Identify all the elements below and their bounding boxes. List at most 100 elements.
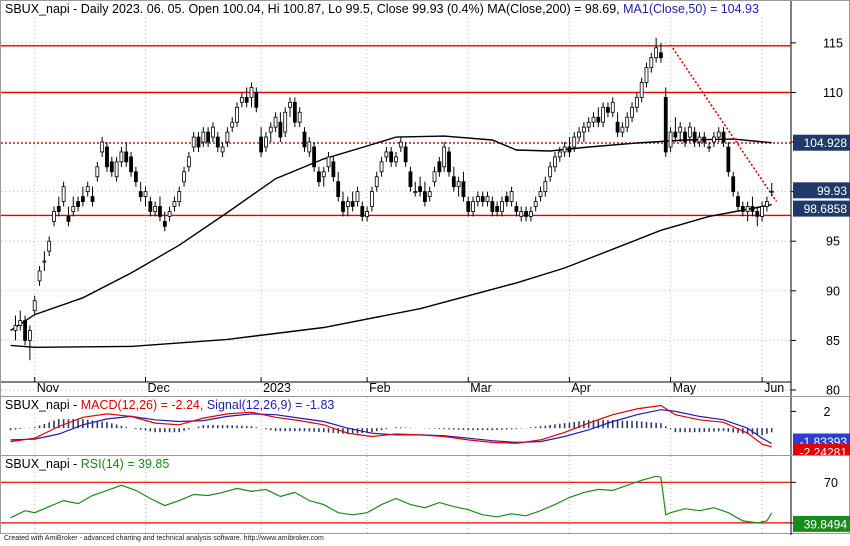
x-tick-label-jun: Jun [764,381,784,395]
candle-down [317,171,321,183]
candle-down [721,131,726,143]
candle-down [278,121,283,138]
candle-up [264,136,268,148]
candle-up [678,126,683,133]
candle-up [456,181,461,188]
rsi-line [10,475,773,524]
price-tag: 99.93 [817,184,847,198]
candle-down [567,146,572,153]
candle-up [297,111,302,123]
candle-down [196,136,201,148]
rsi-value-tag: 39.8494 [804,517,848,531]
candle-up [365,211,369,217]
candle-up [71,206,76,212]
candle-down [302,131,307,148]
macd-chart[interactable]: 2-1.83393-2.24281 [1,397,850,457]
y-tick-label: 115 [823,36,843,50]
candle-up [95,166,100,178]
candle-down [254,92,259,108]
candle-up [509,191,514,202]
candle-down [740,206,745,212]
candle-down [66,216,71,222]
candle-down [769,190,774,193]
candle-up [562,146,567,153]
macd-title-prefix: SBUX_napi - [5,398,81,412]
candle-up [538,191,543,197]
candle-up [601,106,606,123]
rsi-pane: SBUX_napi - RSI(14) = 39.85 307039.8494 [0,455,850,535]
rsi-pane-title: SBUX_napi - RSI(14) = 39.85 [5,457,169,471]
candle-down [750,206,755,212]
candle-up [225,131,230,143]
candle-up [384,151,389,158]
candle-up [639,82,644,98]
rsi-chart[interactable]: 307039.8494 [1,456,850,535]
price-tag-box [793,200,850,217]
candle-up [630,106,634,118]
candle-down [162,220,167,227]
rsi-value-tag-box [793,515,850,532]
candle-up [100,141,105,153]
candle-up [586,121,591,128]
candle-down [389,151,394,163]
candle-up [668,131,673,148]
candle-down [663,96,668,153]
candle-up [370,191,374,207]
rsi-y-tick-label: 70 [824,476,838,490]
candle-down [524,211,528,217]
candle-up [760,206,764,217]
candle-up [620,126,625,133]
candle-down [437,161,442,173]
price-tag: 98.6858 [804,202,848,216]
candle-up [427,191,432,197]
candle-down [312,146,317,168]
price-chart[interactable]: NovDec2023FebMarAprMayJun808590951001051… [1,1,850,398]
candle-up [143,191,148,197]
macd-line [10,404,772,448]
candle-up [475,196,480,202]
y-tick-label: 80 [826,384,840,398]
candle-up [553,156,557,168]
y-tick-label: 85 [826,334,840,348]
candle-up [398,141,403,148]
macd-value-tag: -2.24281 [800,445,848,457]
candle-down [726,146,731,173]
candle-up [687,126,692,138]
candle-up [172,201,177,207]
candle-down [215,136,220,148]
candle-down [490,201,495,212]
candle-up [288,101,292,108]
y-tick-label: 110 [823,86,843,100]
candle-down [331,161,336,178]
candle-up [220,146,225,153]
candle-down [692,131,697,143]
candle-up [326,156,331,168]
candle-down [461,181,466,197]
candle-up [235,106,239,123]
candle-down [466,201,471,212]
candle-down [360,206,365,217]
candle-up [211,126,215,138]
candle-up [268,126,273,133]
candle-up [543,181,548,193]
candle-down [56,206,61,212]
candle-up [28,330,32,341]
candle-down [244,96,249,103]
rsi-title-prefix: SBUX_napi - [5,457,81,471]
candle-up [191,136,196,148]
ma200-line [10,203,772,349]
candle-up [42,260,47,263]
candle-down [259,136,264,153]
downtrend-line [669,44,778,202]
candle-up [153,206,158,212]
candle-down [447,151,451,173]
macd-value-tag-box [793,443,850,457]
candle-down [133,171,138,183]
macd-y-tick-label: 2 [824,405,831,419]
candle-up [355,191,360,202]
candle-up [114,161,119,178]
candle-up [519,211,524,217]
candle-up [182,171,186,183]
x-tick-label-may: May [673,381,697,395]
x-tick-label-nov: Nov [37,381,60,395]
